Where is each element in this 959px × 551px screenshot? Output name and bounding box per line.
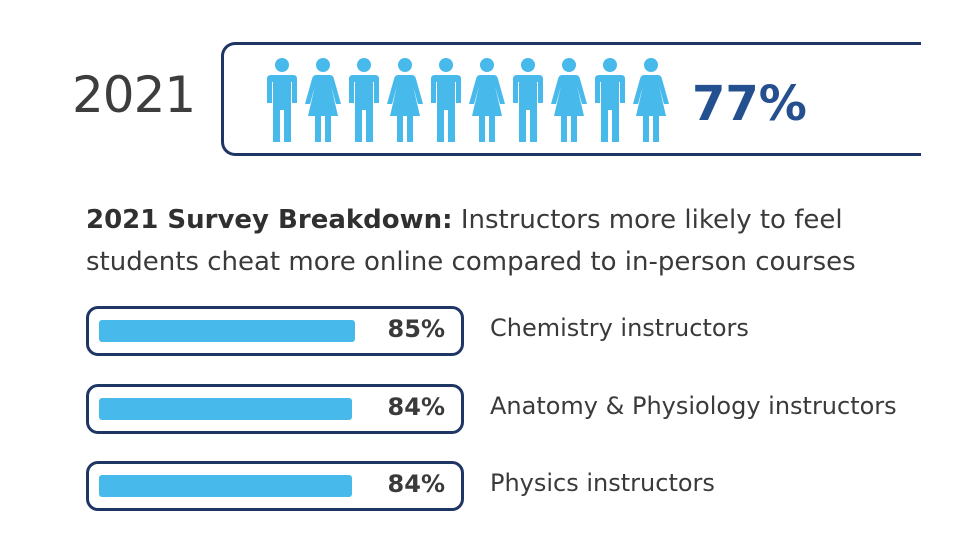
bar-frame: 84% bbox=[86, 461, 464, 511]
bar-row: 85% Chemistry instructors bbox=[86, 306, 946, 356]
bar-value-label: 85% bbox=[387, 315, 445, 343]
female-person-icon bbox=[305, 58, 341, 142]
bar-row: 84% Physics instructors bbox=[86, 461, 946, 511]
female-person-icon bbox=[469, 58, 505, 142]
subtitle-text: Instructors more likely to feel students… bbox=[86, 205, 856, 277]
subtitle-bold: 2021 Survey Breakdown: bbox=[86, 205, 453, 235]
bar bbox=[99, 398, 352, 420]
female-person-icon bbox=[633, 58, 669, 142]
male-person-icon bbox=[595, 58, 625, 142]
chart-subtitle: 2021 Survey Breakdown: Instructors more … bbox=[86, 199, 946, 283]
male-person-icon bbox=[349, 58, 379, 142]
bar-category-label: Chemistry instructors bbox=[490, 314, 749, 342]
bar-value-label: 84% bbox=[387, 393, 445, 421]
bar-category-label: Physics instructors bbox=[490, 469, 715, 497]
bar-row: 84% Anatomy & Physiology instructors bbox=[86, 384, 946, 434]
female-person-icon bbox=[387, 58, 423, 142]
bar bbox=[99, 320, 355, 342]
bar-frame: 85% bbox=[86, 306, 464, 356]
people-icon-row bbox=[262, 58, 672, 142]
male-person-icon bbox=[431, 58, 461, 142]
headline-box bbox=[221, 42, 921, 156]
female-person-icon bbox=[551, 58, 587, 142]
year-label: 2021 bbox=[72, 66, 196, 124]
bar-value-label: 84% bbox=[387, 470, 445, 498]
headline-percent: 77% bbox=[692, 76, 807, 132]
bar-frame: 84% bbox=[86, 384, 464, 434]
male-person-icon bbox=[513, 58, 543, 142]
male-person-icon bbox=[267, 58, 297, 142]
bar-category-label: Anatomy & Physiology instructors bbox=[490, 392, 897, 420]
bar bbox=[99, 475, 352, 497]
